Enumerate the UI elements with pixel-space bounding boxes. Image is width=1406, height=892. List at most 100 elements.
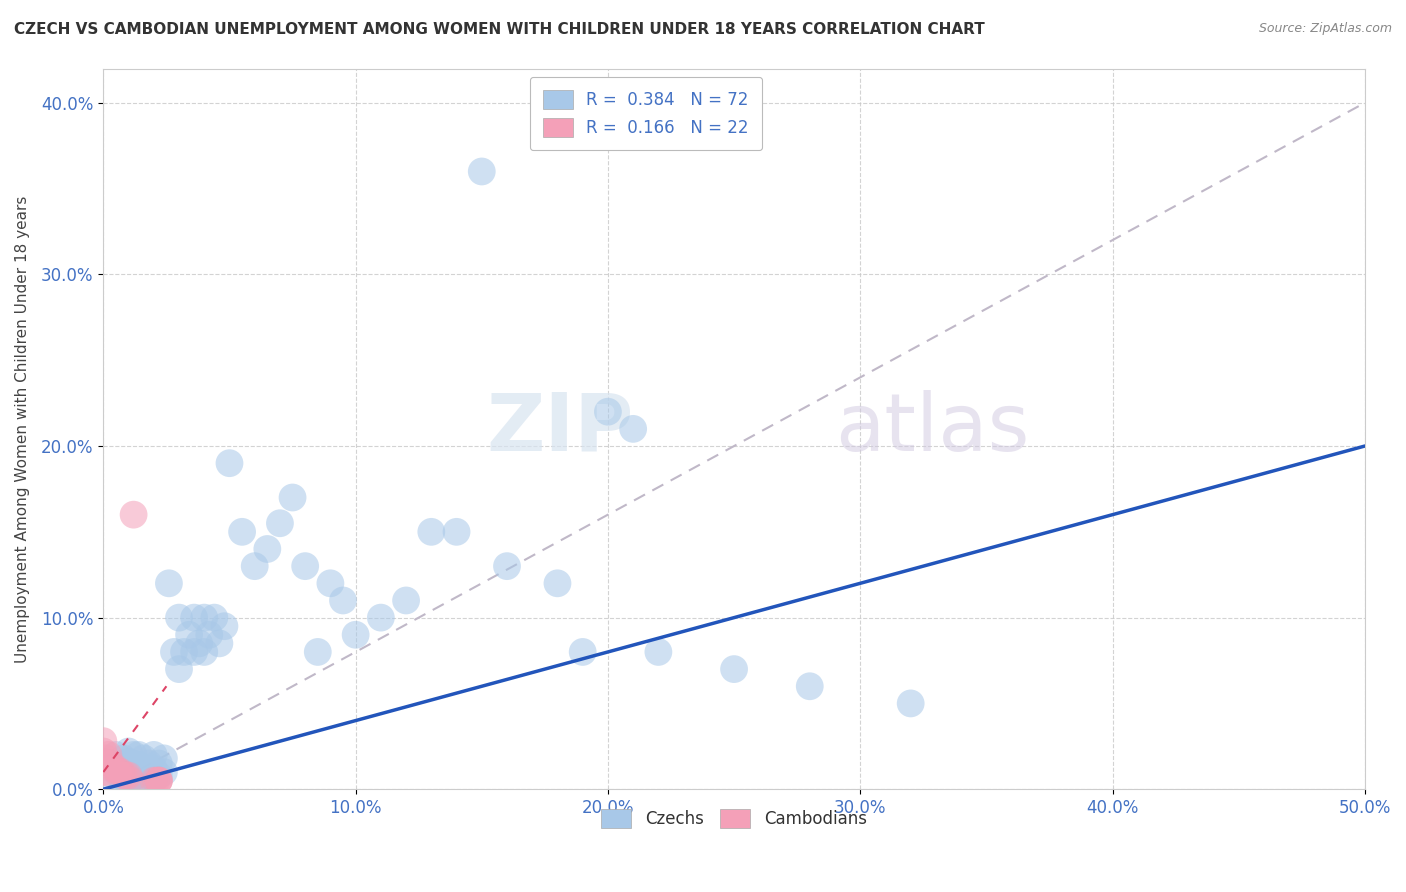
Point	[122, 508, 145, 522]
Point	[122, 756, 145, 771]
Point	[117, 768, 139, 782]
Point	[294, 559, 316, 574]
Point	[198, 628, 221, 642]
Point	[647, 645, 669, 659]
Point	[104, 765, 127, 780]
Point	[621, 422, 644, 436]
Point	[446, 524, 468, 539]
Point	[183, 610, 205, 624]
Point	[142, 772, 165, 786]
Point	[112, 768, 135, 782]
Point	[307, 645, 329, 659]
Text: atlas: atlas	[835, 390, 1029, 468]
Point	[723, 662, 745, 676]
Point	[395, 593, 418, 607]
Point	[163, 645, 186, 659]
Point	[420, 524, 443, 539]
Point	[142, 773, 165, 788]
Point	[112, 762, 135, 776]
Point	[132, 751, 155, 765]
Point	[97, 747, 120, 762]
Point	[148, 773, 170, 788]
Point	[112, 751, 135, 765]
Point	[571, 645, 593, 659]
Point	[117, 744, 139, 758]
Point	[153, 751, 176, 765]
Point	[269, 516, 291, 531]
Point	[546, 576, 568, 591]
Point	[218, 456, 240, 470]
Y-axis label: Unemployment Among Women with Children Under 18 years: Unemployment Among Women with Children U…	[15, 195, 30, 663]
Point	[167, 662, 190, 676]
Point	[179, 628, 201, 642]
Text: ZIP: ZIP	[486, 390, 633, 468]
Point	[596, 405, 619, 419]
Point	[183, 645, 205, 659]
Text: CZECH VS CAMBODIAN UNEMPLOYMENT AMONG WOMEN WITH CHILDREN UNDER 18 YEARS CORRELA: CZECH VS CAMBODIAN UNEMPLOYMENT AMONG WO…	[14, 22, 984, 37]
Point	[100, 756, 122, 771]
Point	[281, 491, 304, 505]
Point	[110, 765, 132, 780]
Point	[107, 765, 129, 780]
Point	[142, 747, 165, 762]
Point	[153, 765, 176, 780]
Point	[91, 744, 114, 758]
Point	[319, 576, 342, 591]
Point	[145, 773, 167, 788]
Point	[148, 773, 170, 788]
Point	[122, 747, 145, 762]
Point	[94, 765, 117, 780]
Point	[132, 772, 155, 786]
Point	[142, 762, 165, 776]
Point	[104, 762, 127, 776]
Point	[344, 628, 367, 642]
Point	[128, 747, 150, 762]
Point	[148, 768, 170, 782]
Point	[167, 610, 190, 624]
Point	[122, 772, 145, 786]
Point	[157, 576, 180, 591]
Point	[112, 773, 135, 788]
Point	[173, 645, 195, 659]
Point	[148, 756, 170, 771]
Point	[332, 593, 354, 607]
Point	[256, 541, 278, 556]
Point	[91, 765, 114, 780]
Point	[104, 773, 127, 788]
Point	[128, 758, 150, 772]
Point	[188, 636, 211, 650]
Point	[370, 610, 392, 624]
Point	[117, 775, 139, 789]
Point	[122, 765, 145, 780]
Point	[202, 610, 225, 624]
Point	[132, 762, 155, 776]
Point	[471, 164, 494, 178]
Point	[103, 762, 125, 776]
Point	[120, 773, 142, 788]
Legend: Czechs, Cambodians: Czechs, Cambodians	[595, 803, 873, 835]
Point	[104, 747, 127, 762]
Point	[117, 762, 139, 776]
Point	[496, 559, 519, 574]
Point	[900, 697, 922, 711]
Point	[117, 755, 139, 769]
Point	[94, 751, 117, 765]
Point	[138, 756, 160, 771]
Point	[138, 768, 160, 782]
Point	[243, 559, 266, 574]
Point	[117, 768, 139, 782]
Point	[115, 768, 138, 782]
Point	[148, 773, 170, 788]
Point	[214, 619, 236, 633]
Text: Source: ZipAtlas.com: Source: ZipAtlas.com	[1258, 22, 1392, 36]
Point	[208, 636, 231, 650]
Point	[231, 524, 253, 539]
Point	[128, 766, 150, 780]
Point	[799, 679, 821, 693]
Point	[104, 756, 127, 771]
Point	[91, 755, 114, 769]
Point	[91, 734, 114, 748]
Point	[193, 645, 215, 659]
Point	[193, 610, 215, 624]
Point	[128, 773, 150, 788]
